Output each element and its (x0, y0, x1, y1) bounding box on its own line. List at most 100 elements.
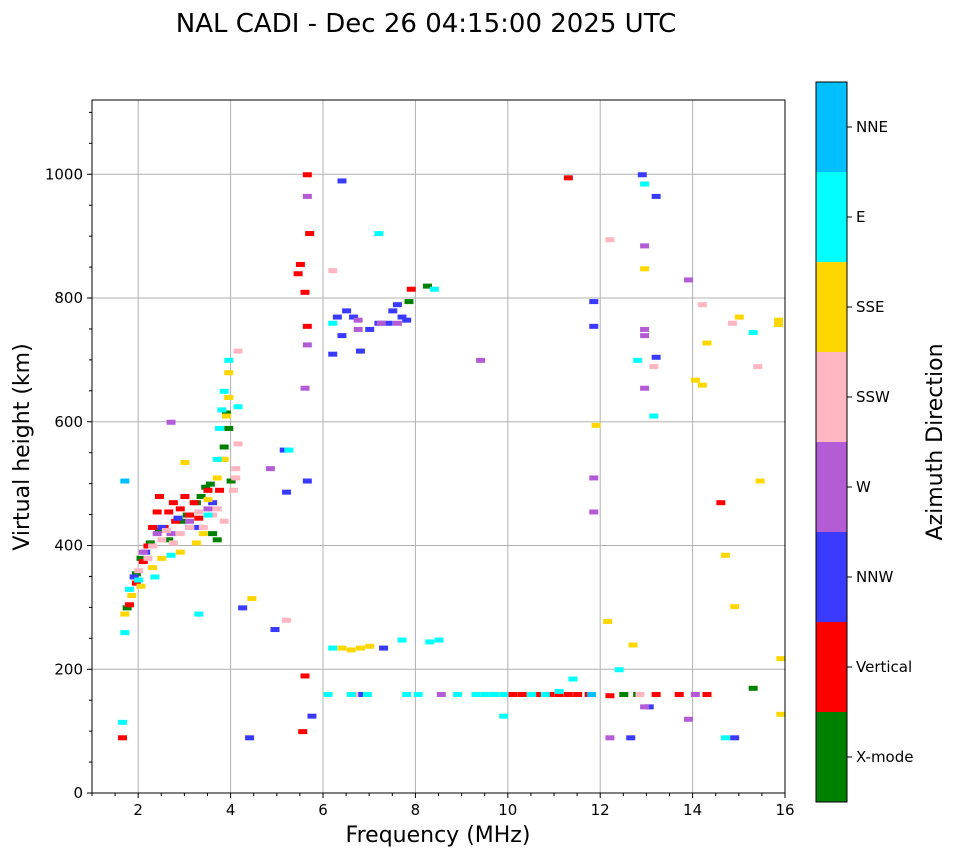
data-point-e (540, 692, 550, 697)
data-point-ssw (231, 475, 241, 481)
data-point-e (150, 574, 160, 580)
data-point-sse (603, 618, 613, 624)
data-point-ssw (635, 692, 645, 697)
data-point-sse (175, 549, 185, 555)
data-point-e (166, 552, 176, 558)
data-point-w (353, 326, 363, 332)
data-point-sse (755, 478, 765, 484)
data-point-ssw (148, 543, 158, 549)
data-point-nnw (337, 178, 347, 184)
data-point-x-mode (219, 444, 229, 450)
data-point-nnw (282, 489, 292, 495)
data-point-ssw (168, 540, 178, 546)
data-point-sse (224, 395, 234, 400)
colorbar-segment (816, 172, 847, 262)
data-point-e (480, 692, 490, 697)
colorbar-tick-label: NNW (856, 568, 893, 586)
data-point-x-mode (196, 494, 206, 499)
data-point-e (217, 407, 227, 413)
data-point-x-mode (226, 478, 236, 484)
data-point-nnw (302, 478, 312, 484)
data-point-sse (157, 555, 167, 561)
data-point-ssw (649, 364, 659, 370)
data-point-nnw (383, 320, 393, 326)
grid-lines (92, 100, 785, 793)
data-point-nnw (279, 447, 289, 453)
data-point-x-mode (178, 518, 188, 524)
data-point-x-mode (224, 425, 234, 431)
data-point-w (640, 704, 650, 710)
data-point-e (554, 688, 564, 694)
data-point-sse (355, 645, 365, 651)
data-point-x-mode (404, 299, 414, 305)
data-point-ssw (282, 617, 292, 623)
data-point-e (413, 692, 423, 697)
data-point-vertical (152, 509, 162, 515)
data-point-ssw (605, 237, 615, 243)
data-point-nnw (651, 193, 661, 199)
data-point-nnw (270, 627, 280, 633)
data-point-sse (776, 711, 786, 717)
data-point-w (302, 193, 312, 199)
y-axis-ticks: 0 200 400 600 800 1000 (45, 111, 92, 802)
data-point-w (683, 277, 693, 283)
data-point-vertical (194, 515, 204, 521)
data-point-x-mode (136, 555, 146, 561)
data-point-e (499, 692, 509, 697)
x-tick-label: 12 (591, 801, 610, 819)
data-point-sse (221, 413, 231, 419)
data-point-nnw (157, 524, 167, 530)
data-point-w (476, 357, 486, 363)
colorbar-label: Azimuth Direction (923, 343, 948, 540)
data-point-nnw (328, 351, 338, 357)
y-tick-label: 400 (54, 537, 83, 555)
data-point-e (452, 692, 462, 697)
y-tick-label: 800 (54, 289, 83, 307)
data-point-ssw (233, 441, 243, 447)
data-point-vertical (298, 729, 308, 735)
data-point-nne (586, 692, 596, 697)
data-point-ssw (727, 320, 737, 326)
colorbar-segment (816, 352, 847, 442)
data-point-w (152, 531, 162, 537)
data-point-ssw (198, 524, 208, 530)
data-point-vertical (563, 175, 573, 181)
data-point-vertical (295, 261, 305, 267)
data-point-ssw (157, 537, 167, 543)
data-point-vertical (305, 231, 315, 237)
data-point-vertical (148, 524, 158, 530)
data-point-vertical (716, 500, 726, 506)
data-point-vertical (189, 500, 199, 506)
data-point-nnw (626, 735, 636, 741)
data-point-vertical (185, 512, 195, 518)
data-point-vertical (175, 506, 185, 512)
data-point-nnw (337, 333, 347, 339)
data-point-vertical (168, 500, 178, 506)
data-point-e (526, 692, 536, 697)
data-point-w (640, 385, 650, 391)
data-point-sse (120, 611, 130, 617)
data-point-x-mode (212, 537, 222, 543)
data-point-w (683, 716, 693, 722)
data-point-x-mode (221, 410, 231, 416)
data-point-nnw (397, 314, 407, 320)
data-point-w (300, 385, 310, 391)
colorbar-tick-label: Vertical (856, 658, 912, 676)
data-point-e (284, 447, 294, 453)
data-point-w (353, 317, 363, 323)
data-point-vertical (554, 692, 564, 697)
data-point-x-mode (748, 685, 758, 691)
colorbar-segment (816, 622, 847, 712)
data-point-nnw (365, 326, 375, 332)
data-point-vertical (124, 602, 134, 608)
data-point-nnw (589, 323, 599, 329)
data-point-nnw (651, 354, 661, 360)
colorbar-segment (816, 532, 847, 622)
data-point-x-mode (122, 605, 132, 611)
data-point-w (185, 518, 195, 524)
data-point-sse (774, 321, 784, 327)
data-point-sse (346, 647, 356, 653)
data-points (118, 172, 786, 741)
data-point-sse (776, 656, 786, 662)
